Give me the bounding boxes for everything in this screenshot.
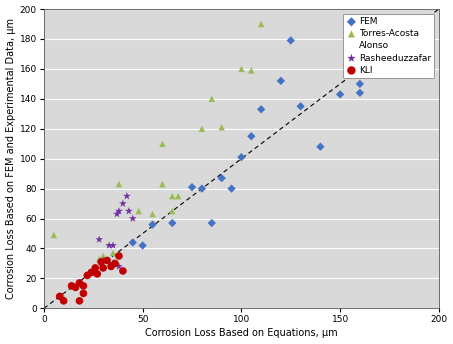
FEM [257, 107, 265, 112]
Rasheeduzzafar [96, 237, 103, 242]
Alonso [149, 213, 156, 218]
Rasheeduzzafar [116, 264, 123, 269]
Torres-Acosta [135, 208, 142, 214]
FEM [169, 220, 176, 226]
Alonso [119, 241, 126, 247]
Rasheeduzzafar [129, 216, 136, 221]
FEM [347, 21, 354, 27]
KLI [76, 298, 83, 304]
KLI [80, 291, 87, 296]
FEM [248, 133, 255, 139]
Rasheeduzzafar [119, 201, 126, 206]
FEM [238, 154, 245, 160]
Torres-Acosta [60, 295, 67, 301]
Alonso [80, 276, 87, 281]
KLI [84, 273, 91, 278]
Rasheeduzzafar [113, 211, 120, 217]
Torres-Acosta [238, 66, 245, 72]
Torres-Acosta [50, 232, 58, 238]
Torres-Acosta [149, 211, 156, 217]
Torres-Acosta [208, 96, 215, 101]
Torres-Acosta [218, 125, 225, 130]
FEM [129, 240, 136, 245]
FEM [277, 78, 284, 84]
Rasheeduzzafar [106, 243, 113, 248]
Alonso [123, 237, 130, 242]
KLI [107, 264, 115, 269]
Alonso [96, 265, 103, 271]
Torres-Acosta [257, 21, 265, 27]
Alonso [110, 225, 117, 230]
Torres-Acosta [159, 181, 166, 187]
Legend: FEM, Torres-Acosta, Alonso, Rasheeduzzafar, KLI: FEM, Torres-Acosta, Alonso, Rasheeduzzaf… [343, 13, 434, 78]
Y-axis label: Corrosion Loss Based on FEM and Experimental Data, μm: Corrosion Loss Based on FEM and Experime… [5, 18, 15, 299]
FEM [376, 36, 383, 42]
Torres-Acosta [174, 193, 182, 199]
KLI [56, 294, 63, 299]
FEM [198, 186, 206, 191]
KLI [68, 283, 75, 289]
Torres-Acosta [96, 256, 103, 262]
Torres-Acosta [110, 250, 117, 256]
KLI [111, 261, 119, 266]
KLI [103, 258, 111, 263]
Torres-Acosta [116, 181, 123, 187]
FEM [366, 51, 373, 57]
Torres-Acosta [169, 208, 176, 214]
Rasheeduzzafar [123, 193, 130, 199]
FEM [287, 38, 294, 43]
Torres-Acosta [198, 126, 206, 131]
Rasheeduzzafar [110, 243, 117, 248]
Rasheeduzzafar [100, 258, 107, 263]
Torres-Acosta [169, 193, 176, 199]
FEM [139, 243, 146, 248]
FEM [337, 92, 344, 97]
KLI [60, 298, 67, 304]
FEM [218, 175, 225, 181]
KLI [97, 259, 105, 265]
KLI [100, 265, 107, 271]
Alonso [139, 220, 146, 226]
KLI [76, 280, 83, 286]
FEM [208, 220, 215, 226]
FEM [149, 222, 156, 227]
KLI [94, 271, 101, 277]
KLI [92, 265, 99, 271]
FEM [356, 90, 363, 96]
FEM [228, 186, 235, 191]
KLI [88, 270, 95, 275]
Rasheeduzzafar [116, 208, 123, 214]
Torres-Acosta [248, 68, 255, 73]
Rasheeduzzafar [110, 261, 117, 266]
FEM [356, 81, 363, 87]
KLI [116, 253, 123, 259]
FEM [297, 104, 304, 109]
Alonso [129, 223, 136, 229]
KLI [119, 268, 126, 274]
KLI [80, 283, 87, 289]
FEM [188, 184, 196, 190]
X-axis label: Corrosion Loss Based on Equations, μm: Corrosion Loss Based on Equations, μm [145, 329, 338, 338]
FEM [317, 144, 324, 150]
KLI [72, 284, 79, 290]
Torres-Acosta [100, 253, 107, 259]
Rasheeduzzafar [125, 208, 132, 214]
Torres-Acosta [159, 141, 166, 147]
